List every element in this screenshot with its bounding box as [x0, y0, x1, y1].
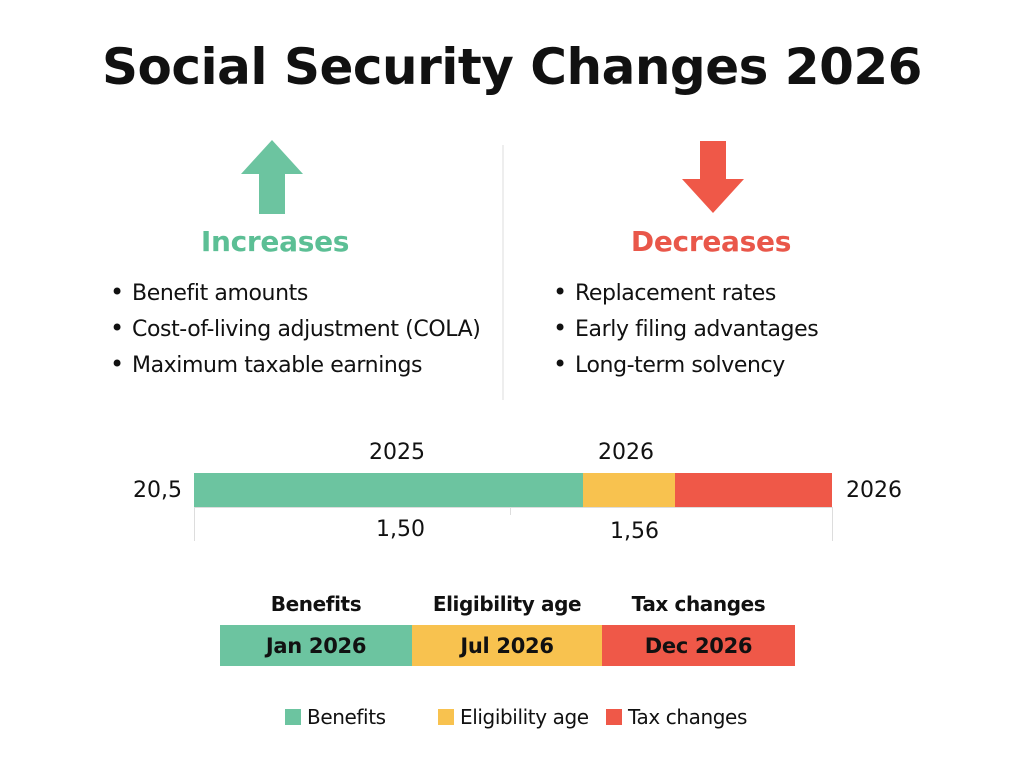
timeline-axis — [194, 507, 832, 508]
arrow-down-icon — [682, 141, 744, 213]
list-item: Benefit amounts — [110, 275, 480, 311]
decreases-heading: Decreases — [630, 225, 792, 258]
legend-item-eligibility: Eligibility age — [438, 705, 589, 729]
legend-swatch — [606, 709, 622, 725]
timeline-right-label: 2026 — [846, 478, 902, 503]
legend-swatch — [285, 709, 301, 725]
list-item: Early filing advantages — [553, 311, 819, 347]
increases-heading: Increases — [200, 225, 350, 258]
increases-list: Benefit amounts Cost-of-living adjustmen… — [110, 275, 481, 383]
legend-item-tax: Tax changes — [606, 705, 747, 729]
decreases-list: Replacement rates Early filing advantage… — [553, 275, 819, 383]
page-title: Social Security Changes 2026 — [102, 38, 922, 96]
legend-label: Tax changes — [628, 705, 747, 729]
arrow-up-icon — [241, 140, 303, 214]
timeline-top-label-2026: 2026 — [598, 440, 654, 465]
list-item: Cost-of-living adjustment (COLA) — [110, 311, 481, 347]
legend-label: Benefits — [307, 705, 386, 729]
schedule-header-eligibility: Eligibility age — [432, 592, 582, 616]
timeline-tick — [510, 507, 511, 515]
list-item: Maximum taxable earnings — [110, 347, 480, 383]
schedule-cell-benefits: Jan 2026 — [220, 625, 412, 666]
list-item: Replacement rates — [553, 275, 818, 311]
legend-item-benefits: Benefits — [285, 705, 386, 729]
timeline-segment-eligibility — [583, 473, 675, 507]
legend: Benefits Eligibility age Tax changes — [0, 705, 1024, 731]
timeline-left-label: 20,5 — [133, 478, 182, 503]
timeline-top-label-2025: 2025 — [369, 440, 425, 465]
timeline-tick — [194, 507, 195, 541]
schedule-header-tax: Tax changes — [631, 592, 766, 616]
timeline-segment-tax — [675, 473, 832, 507]
timeline-tick — [832, 507, 833, 541]
timeline-bottom-label-150: 1,50 — [376, 517, 425, 542]
list-item: Long-term solvency — [553, 347, 818, 383]
timeline-segment-benefits — [194, 473, 583, 507]
legend-swatch — [438, 709, 454, 725]
schedule-header-benefits: Benefits — [270, 592, 362, 616]
timeline-bottom-label-156: 1,56 — [610, 519, 659, 544]
column-divider — [502, 145, 504, 400]
schedule-cell-eligibility: Jul 2026 — [412, 625, 602, 666]
schedule-cell-tax: Dec 2026 — [602, 625, 795, 666]
legend-label: Eligibility age — [460, 705, 589, 729]
